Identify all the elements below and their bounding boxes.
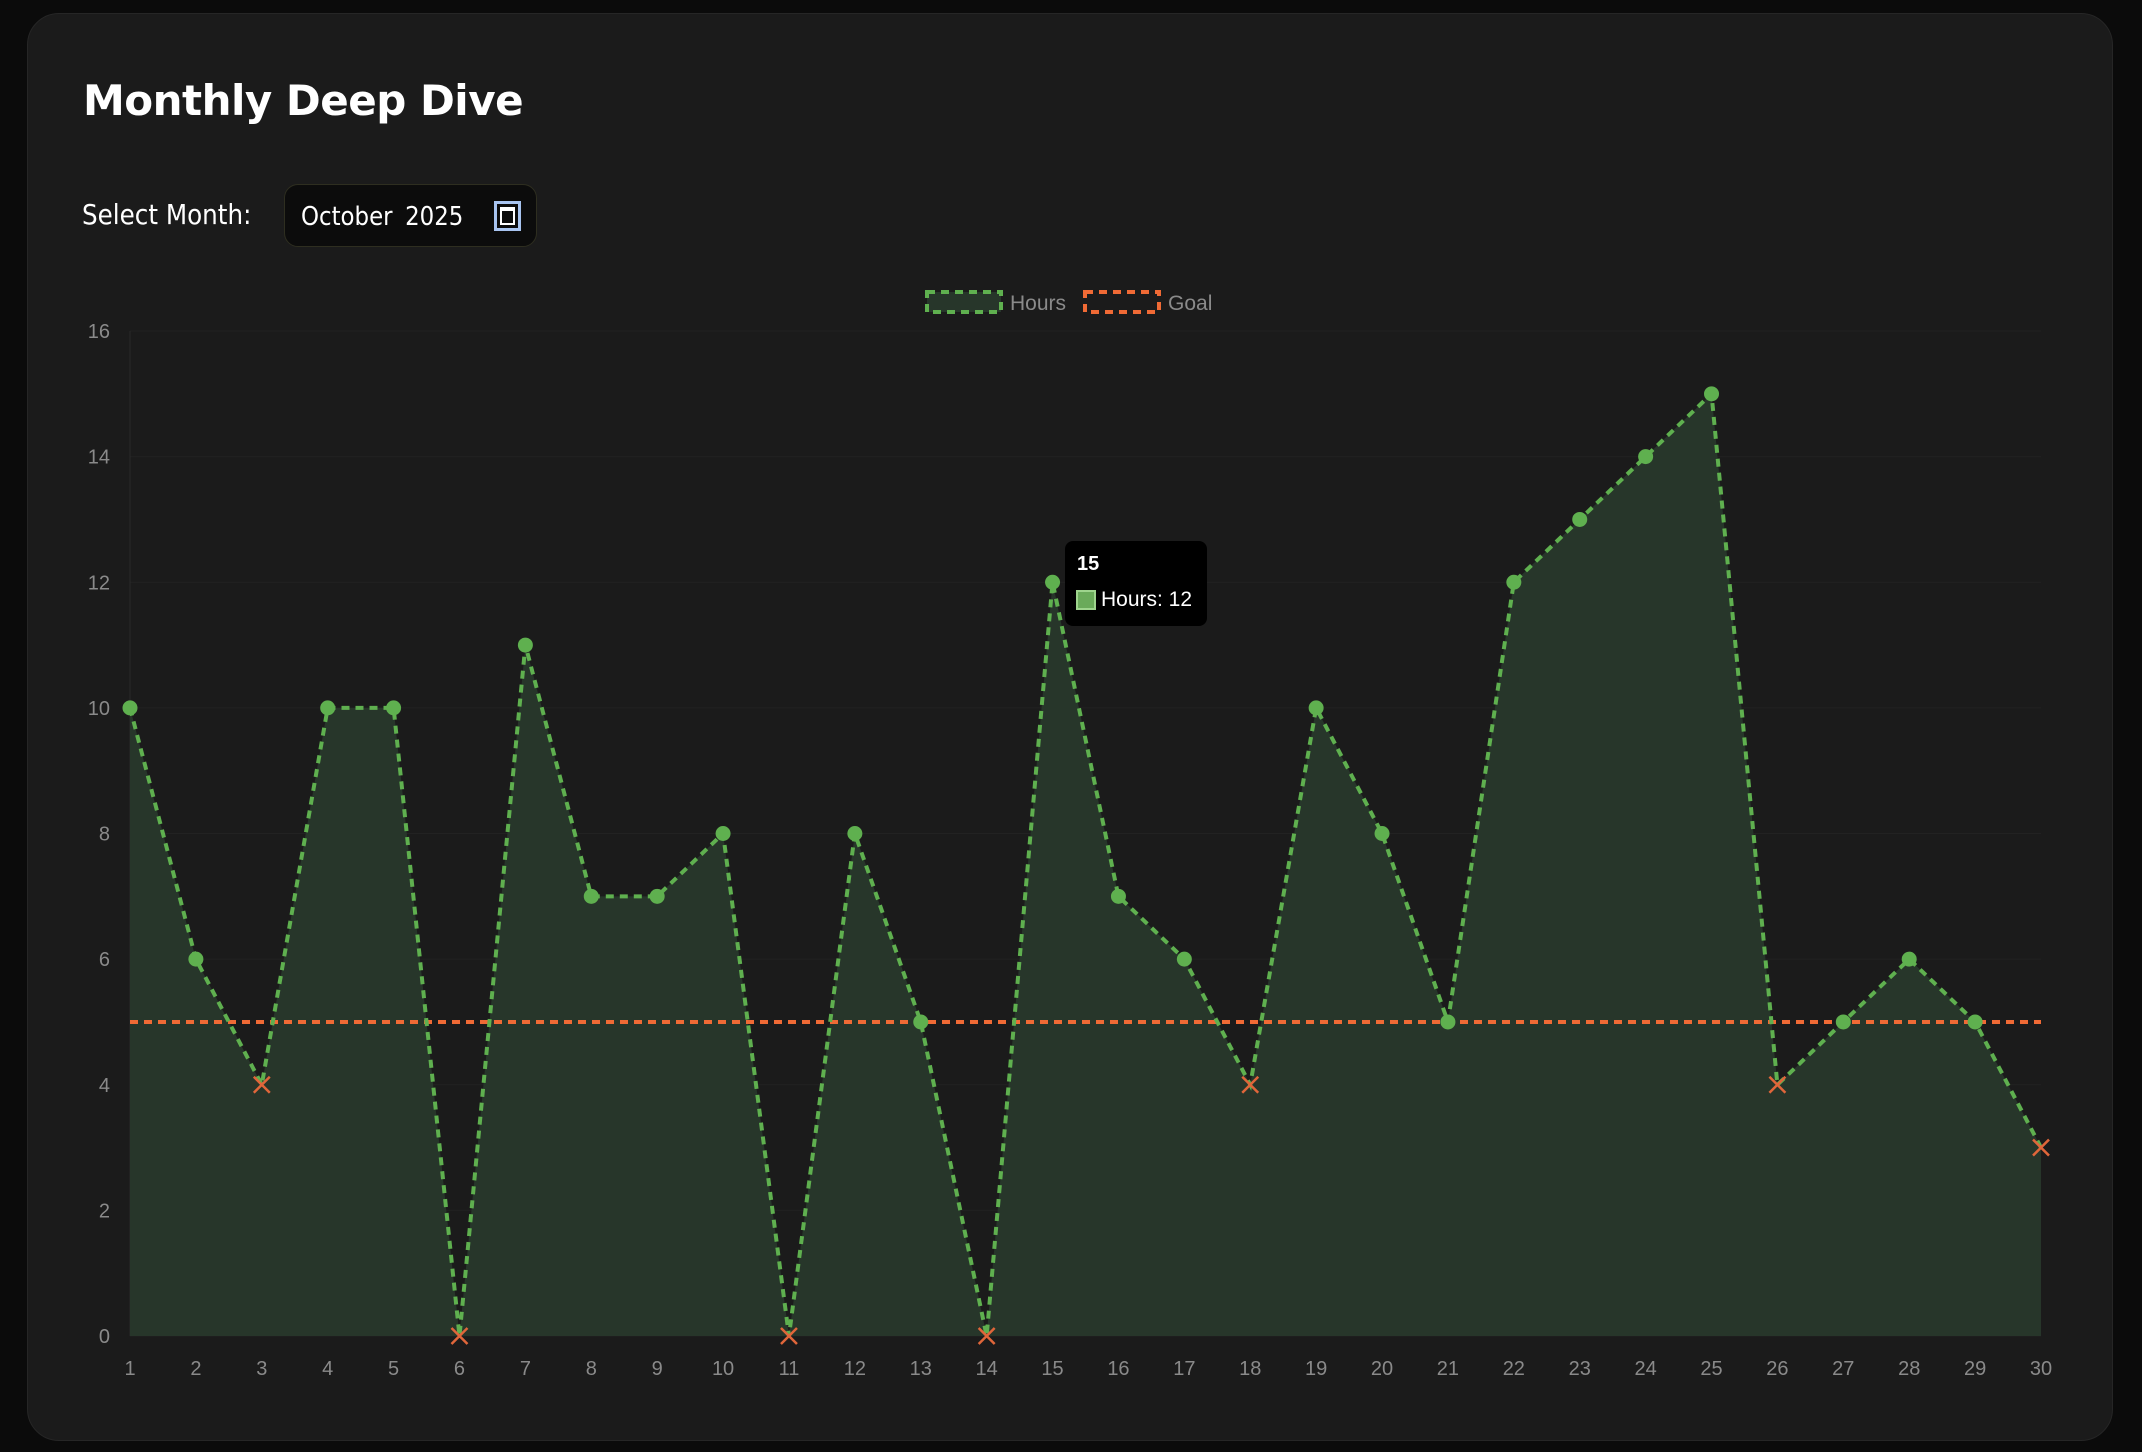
x-tick-label: 17: [1173, 1358, 1195, 1380]
hours-point: [1110, 888, 1126, 904]
hours-line: [128, 389, 2043, 1337]
hours-point: [1440, 1014, 1456, 1030]
y-tick-label: 8: [99, 824, 110, 846]
hours-point: [1704, 386, 1720, 402]
y-tick-label: 6: [99, 949, 110, 971]
month-value: October 2025: [301, 202, 464, 232]
x-tick-label: 21: [1437, 1358, 1459, 1380]
x-tick-label: 16: [1107, 1358, 1129, 1380]
select-month-label: Select Month:: [82, 198, 252, 231]
x-tick-label: 30: [2030, 1358, 2052, 1380]
x-tick-label: 7: [520, 1358, 531, 1380]
hours-point: [1901, 951, 1917, 967]
hours-point: [1176, 951, 1192, 967]
y-tick-label: 10: [88, 698, 110, 720]
below-goal-marker: [780, 1327, 798, 1345]
legend-hours-label: Hours: [1010, 292, 1066, 315]
calendar-icon[interactable]: [494, 201, 521, 231]
y-tick-label: 12: [88, 572, 110, 594]
x-tick-label: 29: [1964, 1358, 1986, 1380]
x-tick-label: 28: [1898, 1358, 1920, 1380]
x-tick-label: 13: [910, 1358, 932, 1380]
y-tick-label: 2: [99, 1200, 110, 1222]
x-tick-label: 14: [976, 1358, 998, 1380]
x-tick-label: 25: [1700, 1358, 1722, 1380]
x-tick-label: 12: [844, 1358, 866, 1380]
hours-point: [188, 951, 204, 967]
x-tick-label: 19: [1305, 1358, 1327, 1380]
hours-point: [517, 637, 533, 653]
hours-point: [583, 888, 599, 904]
tooltip-label: Hours: 12: [1101, 588, 1193, 611]
x-tick-label: 23: [1569, 1358, 1591, 1380]
legend-goal-label: Goal: [1168, 292, 1212, 315]
hours-area: [130, 393, 2041, 1336]
x-tick-label: 4: [322, 1358, 333, 1380]
legend-hours-swatch: [925, 290, 1003, 314]
x-tick-label: 26: [1766, 1358, 1788, 1380]
hours-point: [1506, 574, 1522, 590]
x-tick-label: 2: [190, 1358, 201, 1380]
hours-point: [1572, 511, 1588, 527]
x-tick-label: 9: [652, 1358, 663, 1380]
x-tick-label: 3: [256, 1358, 267, 1380]
tooltip-title: 15: [1077, 553, 1100, 575]
chart-tooltip: 15 Hours: 12: [1065, 541, 1207, 626]
below-goal-marker: [1768, 1075, 1787, 1094]
x-tick-label: 18: [1239, 1358, 1261, 1380]
hours-point: [1638, 449, 1654, 465]
hours-point: [1045, 574, 1061, 590]
x-tick-label: 10: [712, 1358, 734, 1380]
y-tick-label: 14: [88, 447, 110, 469]
hours-point: [386, 700, 402, 716]
legend-goal-swatch: [1083, 290, 1161, 314]
hours-point: [1374, 826, 1390, 841]
below-goal-marker: [1241, 1075, 1260, 1094]
x-tick-label: 5: [388, 1358, 399, 1380]
hours-point: [715, 826, 731, 841]
below-goal-marker: [450, 1327, 469, 1345]
y-tick-label: 4: [99, 1075, 110, 1097]
hours-point: [1967, 1014, 1983, 1030]
hours-point: [1308, 700, 1324, 716]
y-tick-label: 0: [99, 1326, 110, 1348]
hours-point: [913, 1014, 929, 1030]
below-goal-marker: [252, 1075, 271, 1094]
month-input[interactable]: October 2025: [284, 184, 537, 247]
x-tick-label: 22: [1503, 1358, 1525, 1380]
hours-point: [649, 888, 665, 904]
hours-point: [1835, 1014, 1851, 1030]
x-tick-label: 6: [454, 1358, 465, 1380]
x-tick-label: 27: [1832, 1358, 1854, 1380]
x-tick-label: 11: [779, 1358, 800, 1380]
x-tick-label: 15: [1041, 1358, 1063, 1380]
below-goal-marker: [2032, 1138, 2050, 1157]
tooltip-swatch: [1076, 590, 1096, 610]
x-tick-label: 20: [1371, 1358, 1393, 1380]
below-goal-marker: [977, 1327, 996, 1345]
page-title: Monthly Deep Dive: [83, 76, 524, 125]
x-tick-label: 8: [586, 1358, 597, 1380]
y-tick-label: 16: [88, 321, 110, 343]
hours-point: [320, 700, 336, 716]
hours-point: [122, 700, 138, 716]
hours-point: [847, 826, 863, 841]
x-tick-label: 24: [1634, 1358, 1656, 1380]
x-tick-label: 1: [124, 1358, 135, 1380]
